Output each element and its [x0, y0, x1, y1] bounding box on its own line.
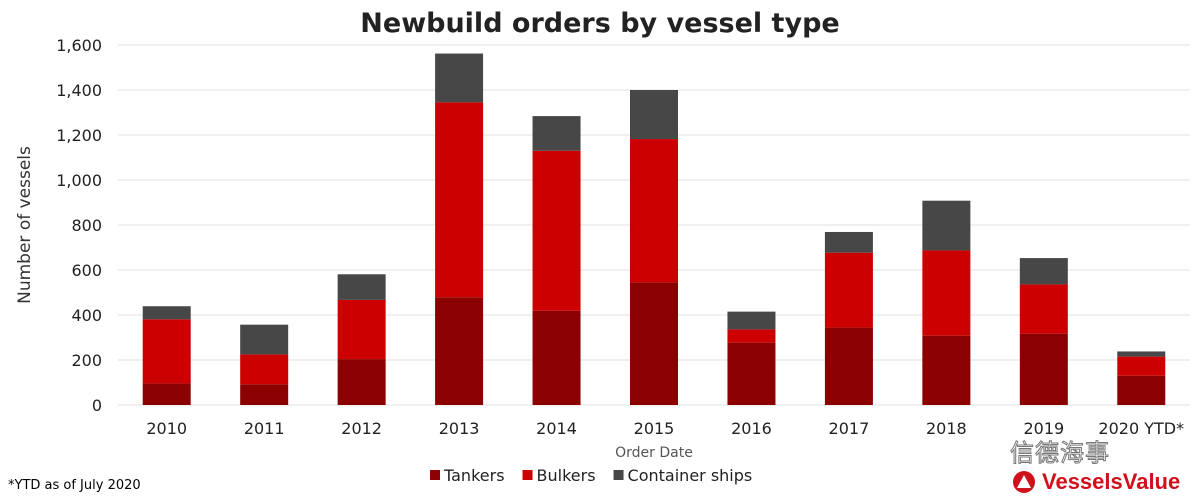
logo-icon [1013, 471, 1035, 493]
y-tick-label: 600 [71, 261, 102, 280]
x-tick-label: 2014 [536, 419, 577, 438]
bar-bulkers-2011 [240, 354, 289, 385]
footnote: *YTD as of July 2020 [8, 478, 141, 493]
logo-text: VesselsValue [1042, 469, 1181, 494]
bar-bulkers-2020YTD [1117, 356, 1166, 376]
y-tick-label: 400 [71, 306, 102, 325]
x-tick-label: 2019 [1023, 419, 1064, 438]
bar-bulkers-2017 [824, 252, 873, 328]
y-tick-label: 1,200 [56, 126, 102, 145]
x-tick-label: 2013 [439, 419, 480, 438]
y-tick-label: 200 [71, 351, 102, 370]
bar-container-ships-2012 [337, 274, 386, 300]
bar-container-ships-2010 [142, 306, 191, 320]
bar-tankers-2014 [532, 310, 581, 405]
bar-tankers-2011 [240, 384, 289, 405]
vesselsvalue-logo: VesselsValue [1012, 469, 1180, 495]
bar-container-ships-2015 [630, 90, 678, 140]
x-tick-label: 2016 [731, 419, 772, 438]
y-tick-label: 1,600 [56, 36, 102, 55]
bar-container-ships-2018 [922, 200, 971, 251]
y-tick-label: 800 [71, 216, 102, 235]
bar-tankers-2013 [435, 297, 484, 405]
legend-swatch [613, 470, 624, 480]
bar-container-ships-2020YTD [1117, 351, 1166, 357]
y-tick-label: 1,400 [56, 81, 102, 100]
x-tick-label: 2010 [146, 419, 187, 438]
bar-bulkers-2016 [727, 329, 776, 343]
x-tick-label: 2011 [244, 419, 285, 438]
bar-tankers-2020YTD [1117, 375, 1166, 405]
x-tick-label: 2018 [926, 419, 967, 438]
legend-label: Container ships [628, 466, 753, 485]
bar-bulkers-2018 [922, 250, 971, 336]
bar-tankers-2018 [922, 335, 971, 405]
x-tick-label: 2020 YTD* [1098, 419, 1184, 438]
bar-bulkers-2010 [142, 319, 191, 384]
bar-bulkers-2013 [435, 102, 484, 298]
y-axis-label: Number of vessels [15, 146, 35, 304]
bar-container-ships-2019 [1019, 258, 1068, 285]
x-axis-label: Order Date [615, 445, 693, 461]
bar-bulkers-2012 [337, 299, 386, 360]
bar-container-ships-2017 [824, 231, 873, 253]
bar-tankers-2010 [142, 383, 191, 405]
x-tick-label: 2017 [829, 419, 870, 438]
bar-container-ships-2011 [240, 324, 289, 355]
y-tick-label: 1,000 [56, 171, 102, 190]
legend-label: Tankers [443, 466, 505, 485]
x-tick-label: 2015 [634, 419, 675, 438]
watermark: 信德海事 [1010, 439, 1110, 467]
bar-tankers-2019 [1019, 333, 1068, 405]
legend-swatch [430, 470, 440, 480]
bar-bulkers-2015 [630, 139, 678, 283]
bar-container-ships-2014 [532, 116, 581, 151]
bar-bulkers-2019 [1019, 284, 1068, 334]
bar-container-ships-2013 [435, 53, 484, 103]
bar-tankers-2012 [337, 359, 386, 405]
bar-tankers-2015 [630, 282, 678, 405]
chart-title: Newbuild orders by vessel type [360, 8, 839, 39]
legend-swatch [522, 470, 533, 480]
y-tick-label: 0 [92, 396, 102, 415]
legend-label: Bulkers [537, 466, 596, 485]
bar-tankers-2017 [824, 327, 873, 405]
bar-container-ships-2016 [727, 311, 776, 330]
bar-bulkers-2014 [532, 150, 581, 311]
bar-tankers-2016 [727, 342, 776, 405]
x-tick-label: 2012 [341, 419, 382, 438]
